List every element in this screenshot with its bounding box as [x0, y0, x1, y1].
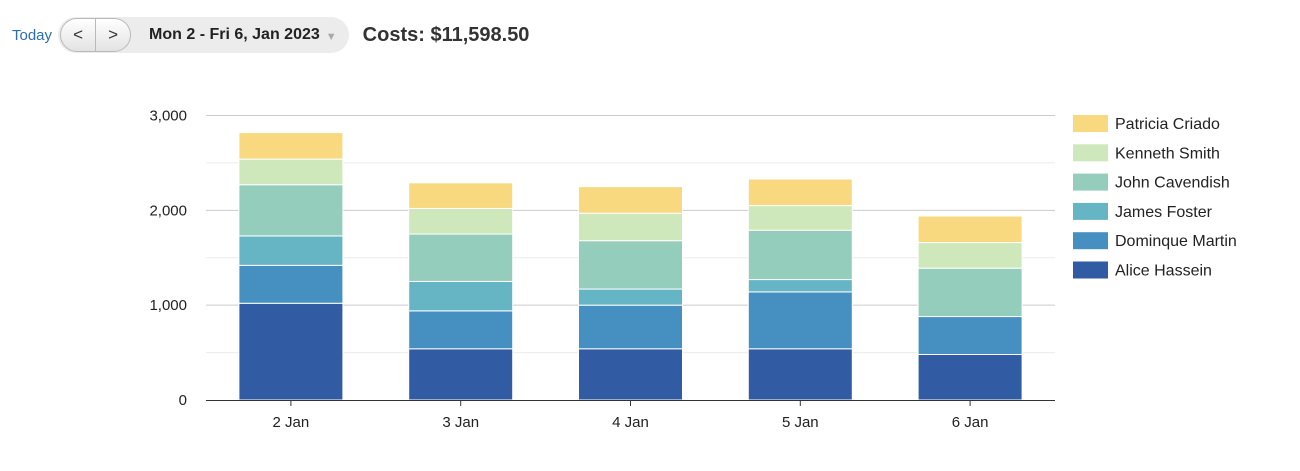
legend-swatch — [1073, 115, 1108, 132]
bar-segment[interactable] — [578, 240, 683, 290]
prev-button[interactable]: < — [73, 25, 83, 44]
legend-swatch — [1073, 173, 1108, 191]
bar-segment[interactable] — [747, 348, 853, 401]
bar-segment[interactable] — [408, 182, 514, 209]
bar-segment[interactable] — [747, 229, 853, 281]
x-axis: 2 Jan 3 Jan 4 Jan 5 Jan 6 Jan — [273, 400, 989, 431]
bar-segment[interactable] — [747, 291, 853, 350]
bar-segment[interactable] — [238, 302, 344, 401]
bar-segment[interactable] — [747, 279, 853, 293]
nav-button-group: < > — [60, 18, 132, 52]
date-range-selector[interactable]: < > Mon 2 - Fri 6, Jan 2023 ▼ — [58, 17, 349, 53]
bar-segment[interactable] — [578, 288, 683, 306]
bar-segment[interactable] — [917, 242, 1023, 269]
bar-segment[interactable] — [578, 212, 683, 242]
bar-segment[interactable] — [747, 178, 853, 207]
legend: Patricia Criado Kenneth Smith John Cavendi… — [1073, 115, 1237, 280]
caret-down-icon[interactable]: ▼ — [325, 30, 337, 43]
legend-item[interactable]: Kenneth Smith — [1073, 144, 1220, 162]
toolbar: Today < > Mon 2 - Fri 6, Jan 2023 ▼ Cost… — [12, 17, 529, 53]
legend-item[interactable]: Alice Hassein — [1073, 261, 1212, 280]
legend-swatch — [1073, 261, 1108, 279]
bar-segment[interactable] — [408, 348, 514, 401]
legend-label: John Cavendish — [1115, 175, 1230, 192]
date-range-label[interactable]: Mon 2 - Fri 6, Jan 2023 — [149, 26, 320, 43]
bar-segment[interactable] — [578, 304, 683, 350]
bar-segment[interactable] — [408, 310, 514, 350]
bar-segment[interactable] — [238, 158, 344, 186]
y-tick-label: 1,000 — [149, 297, 187, 314]
legend-label: Patricia Criado — [1115, 116, 1220, 133]
x-tick-label: 2 Jan — [273, 414, 310, 431]
total-costs: Costs: $11,598.50 — [362, 23, 530, 46]
legend-item[interactable]: Dominque Martin — [1073, 232, 1237, 250]
bar-segment[interactable] — [238, 264, 344, 304]
legend-swatch — [1073, 144, 1108, 162]
legend-label: Kenneth Smith — [1115, 145, 1220, 162]
next-button[interactable]: > — [95, 19, 130, 51]
legend-label: James Foster — [1115, 204, 1213, 221]
today-link[interactable]: Today — [12, 26, 53, 44]
y-tick-label: 2,000 — [149, 202, 187, 219]
legend-item[interactable]: John Cavendish — [1073, 173, 1230, 192]
bar-segment[interactable] — [917, 215, 1023, 244]
bar-segment[interactable] — [917, 267, 1023, 318]
x-tick-label: 4 Jan — [612, 414, 649, 431]
legend-label: Dominque Martin — [1115, 233, 1237, 250]
legend-item[interactable]: James Foster — [1073, 202, 1213, 221]
bar-segment[interactable] — [238, 184, 344, 237]
x-tick-label: 5 Jan — [782, 414, 819, 431]
bar-segment[interactable] — [747, 205, 853, 231]
bars — [238, 132, 1023, 401]
bar-segment[interactable] — [917, 353, 1023, 401]
x-tick-label: 6 Jan — [952, 414, 989, 431]
bar-segment[interactable] — [408, 207, 514, 235]
legend-swatch — [1073, 202, 1108, 220]
y-tick-label: 0 — [179, 392, 187, 409]
legend-label: Alice Hassein — [1115, 263, 1212, 280]
bar-segment[interactable] — [238, 235, 344, 266]
legend-swatch — [1073, 232, 1108, 250]
bar-segment[interactable] — [238, 132, 344, 160]
x-tick-label: 3 Jan — [442, 414, 479, 431]
bar-segment[interactable] — [578, 186, 683, 214]
legend-item[interactable]: Patricia Criado — [1073, 115, 1220, 133]
bar-segment[interactable] — [917, 316, 1023, 355]
y-tick-label: 3,000 — [149, 108, 187, 125]
bar-segment[interactable] — [578, 348, 683, 401]
bar-segment[interactable] — [408, 280, 514, 312]
bar-segment[interactable] — [408, 233, 514, 282]
y-axis: 0 1,000 2,000 3,000 — [149, 108, 187, 410]
